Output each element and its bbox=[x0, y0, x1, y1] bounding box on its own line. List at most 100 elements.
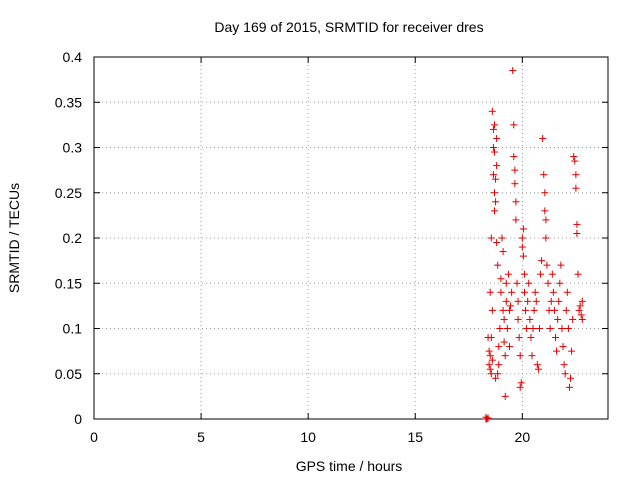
data-point bbox=[502, 297, 510, 305]
data-point bbox=[560, 361, 568, 369]
data-point bbox=[490, 148, 498, 156]
data-point bbox=[578, 297, 586, 305]
data-point bbox=[483, 415, 491, 423]
data-point bbox=[544, 279, 552, 287]
data-point bbox=[550, 306, 558, 314]
data-point bbox=[512, 198, 520, 206]
data-point bbox=[526, 315, 534, 323]
data-point bbox=[494, 370, 502, 378]
data-point bbox=[576, 302, 584, 310]
data-point bbox=[518, 243, 526, 251]
data-point bbox=[567, 374, 575, 382]
x-tick-label: 10 bbox=[300, 429, 316, 445]
data-point bbox=[511, 166, 519, 174]
data-point bbox=[495, 343, 503, 351]
data-point bbox=[555, 297, 563, 305]
data-point bbox=[535, 325, 543, 332]
data-point bbox=[499, 306, 507, 314]
data-point bbox=[552, 334, 560, 342]
data-point bbox=[490, 189, 498, 197]
data-point bbox=[563, 288, 571, 296]
data-point bbox=[525, 279, 533, 287]
data-point bbox=[562, 306, 570, 314]
data-point bbox=[493, 239, 501, 247]
data-point bbox=[492, 198, 500, 206]
data-point bbox=[508, 288, 516, 296]
data-point bbox=[486, 365, 494, 373]
data-point bbox=[498, 234, 506, 242]
data-point bbox=[572, 171, 580, 179]
data-point bbox=[514, 315, 522, 323]
data-point bbox=[570, 153, 578, 161]
data-point bbox=[510, 121, 518, 129]
data-point bbox=[537, 270, 545, 278]
data-point bbox=[518, 234, 526, 242]
data-point bbox=[487, 334, 495, 342]
data-point bbox=[522, 306, 530, 314]
data-point bbox=[524, 297, 532, 305]
y-tick-label: 0.35 bbox=[55, 94, 82, 110]
data-point bbox=[542, 234, 550, 242]
data-point bbox=[511, 180, 519, 188]
data-point bbox=[484, 414, 492, 422]
x-tick-label: 0 bbox=[90, 429, 98, 445]
y-tick-label: 0.3 bbox=[63, 140, 83, 156]
data-point bbox=[568, 347, 576, 355]
data-point bbox=[509, 67, 517, 75]
data-point bbox=[493, 162, 501, 170]
y-tick-label: 0.1 bbox=[63, 321, 83, 337]
data-point bbox=[494, 261, 502, 269]
data-point bbox=[487, 370, 495, 378]
x-tick-label: 20 bbox=[515, 429, 531, 445]
y-tick-label: 0.4 bbox=[63, 49, 83, 65]
data-point bbox=[574, 270, 582, 278]
data-point bbox=[539, 134, 547, 142]
data-point bbox=[542, 216, 550, 224]
data-point bbox=[554, 315, 562, 323]
data-points bbox=[482, 67, 586, 423]
data-point bbox=[514, 297, 522, 305]
data-point bbox=[515, 334, 523, 342]
y-tick-label: 0.15 bbox=[55, 275, 82, 291]
data-point bbox=[510, 153, 518, 161]
data-point bbox=[531, 288, 539, 296]
data-point bbox=[565, 383, 573, 391]
data-point bbox=[502, 279, 510, 287]
x-tick-label: 5 bbox=[197, 429, 205, 445]
data-point bbox=[516, 383, 524, 391]
data-point bbox=[558, 325, 566, 332]
data-point bbox=[488, 356, 496, 364]
data-point bbox=[497, 275, 505, 283]
data-point bbox=[553, 347, 561, 355]
y-tick-label: 0.25 bbox=[55, 185, 82, 201]
data-point bbox=[547, 297, 555, 305]
data-point bbox=[519, 252, 527, 260]
data-point bbox=[557, 261, 565, 269]
data-point bbox=[541, 189, 549, 197]
y-tick-label: 0 bbox=[74, 411, 82, 427]
data-point bbox=[571, 157, 579, 165]
grid bbox=[94, 57, 608, 419]
data-point bbox=[486, 352, 494, 360]
data-point bbox=[541, 207, 549, 215]
data-point bbox=[543, 261, 551, 269]
data-point bbox=[493, 134, 501, 142]
y-axis: 0 0.05 0.1 0.15 0.2 0.25 0.3 0.35 0.4 bbox=[55, 49, 608, 427]
data-point bbox=[492, 175, 500, 183]
data-point bbox=[504, 270, 512, 278]
data-point bbox=[485, 361, 493, 369]
data-point bbox=[488, 306, 496, 314]
data-point bbox=[487, 234, 495, 242]
data-point bbox=[528, 352, 536, 360]
data-point bbox=[549, 288, 557, 296]
data-point bbox=[503, 325, 511, 332]
data-point bbox=[561, 370, 569, 378]
data-point bbox=[519, 225, 527, 233]
data-point bbox=[499, 248, 507, 256]
data-point bbox=[500, 338, 508, 346]
data-point bbox=[534, 365, 542, 373]
data-point bbox=[501, 392, 509, 400]
data-point bbox=[529, 325, 537, 332]
data-point bbox=[540, 171, 548, 179]
data-point bbox=[523, 325, 531, 332]
